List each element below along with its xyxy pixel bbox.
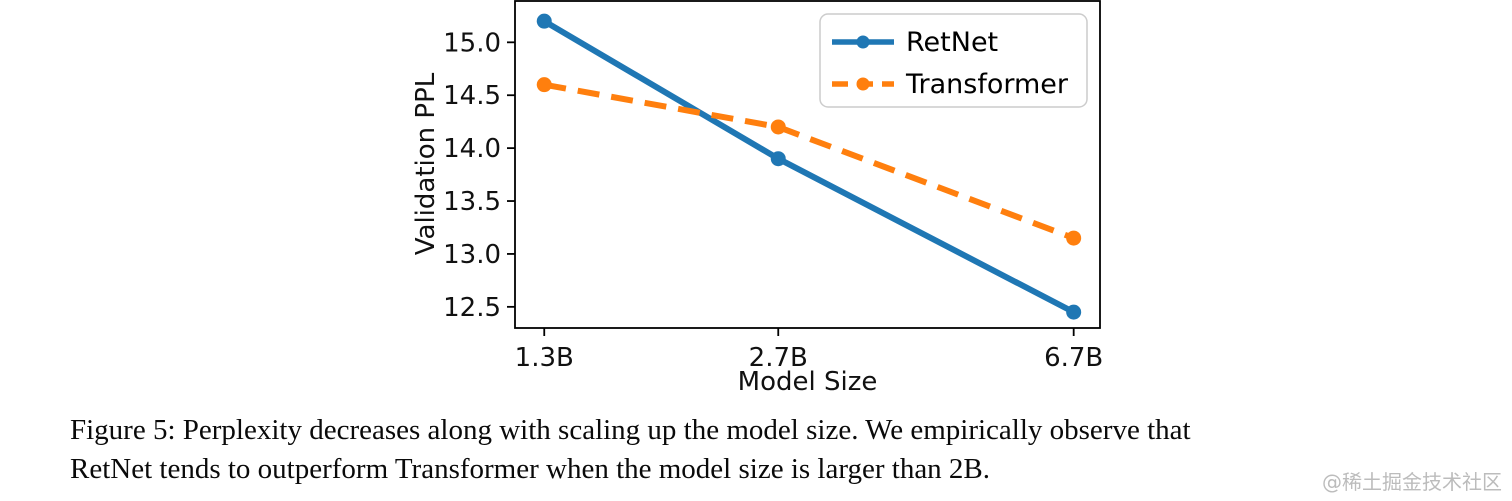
y-tick-label: 13.0 [443,240,501,270]
y-tick-label: 14.0 [443,134,501,164]
legend-label-retnet: RetNet [906,27,998,58]
y-tick-label: 12.5 [443,293,501,323]
line-chart: 15.0 14.5 14.0 13.5 13.0 12.5 1.3B 2.7B 6.7B Mode… [400,0,1120,400]
legend: RetNet Transformer [819,13,1088,108]
watermark: @稀土掘金技术社区 [1322,470,1502,494]
series-marker-retnet [1066,304,1082,320]
caption-line-2: RetNet tends to outperform Transformer w… [70,453,991,485]
plot-border [514,0,1101,329]
series-marker-retnet [770,151,786,167]
caption-line-1: Figure 5: Perplexity decreases along wit… [70,414,1191,446]
series-marker-retnet [536,13,552,29]
chart-canvas: 15.0 14.5 14.0 13.5 13.0 12.5 1.3B 2.7B 6.7B Mode… [411,0,1103,397]
series-marker-transformer [770,119,786,135]
x-tick-label: 6.7B [1044,343,1103,373]
legend-label-transformer: Transformer [905,69,1069,100]
series-marker-transformer [1066,230,1082,246]
y-tick-label: 15.0 [443,28,501,58]
figure-caption: Figure 5: Perplexity decreases along wit… [70,411,1470,489]
x-tick-label: 2.7B [749,343,808,373]
legend-marker [856,77,870,91]
series-line-transformer [543,81,1075,241]
x-axis-label: Model Size [738,367,878,397]
x-tick-label: 1.3B [515,343,574,373]
series-marker-transformer [536,77,552,93]
y-tick-label: 13.5 [443,187,501,217]
y-axis-label: Validation PPL [411,72,441,255]
y-tick-label: 14.5 [443,81,501,111]
legend-marker [856,35,870,49]
